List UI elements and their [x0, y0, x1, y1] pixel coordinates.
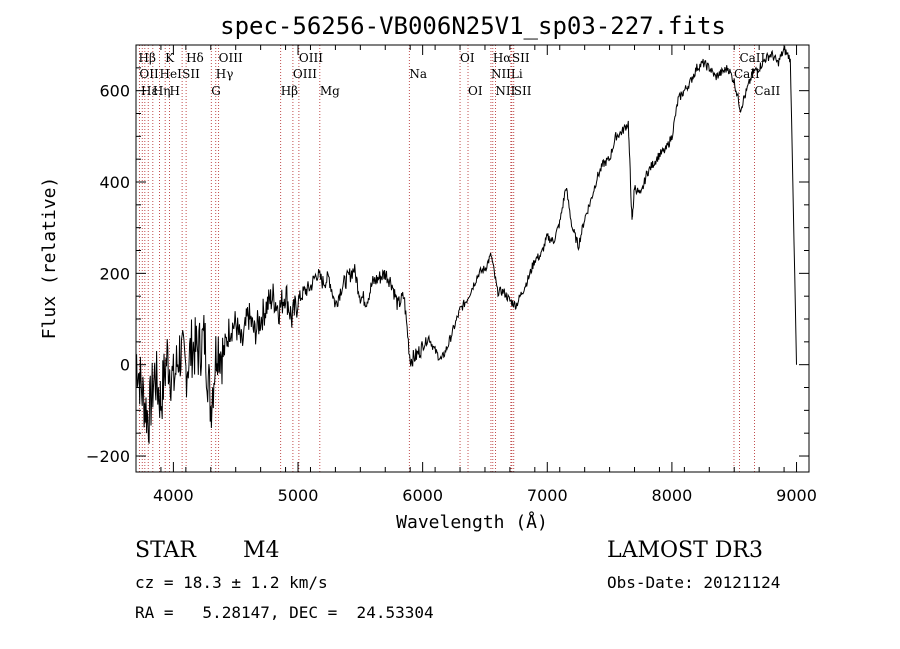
flux-series-line — [135, 45, 797, 444]
line-label-8: H — [170, 84, 180, 98]
x-tick-label-5: 9000 — [776, 486, 817, 505]
line-label-18: OI — [468, 84, 483, 98]
x-axis-label: Wavelength (Å) — [396, 511, 548, 533]
object-class: STAR — [135, 538, 196, 563]
y-tick-label-1: 0 — [120, 356, 130, 375]
line-label-4: HeI — [160, 67, 183, 81]
y-tick-label-3: 400 — [99, 173, 130, 192]
line-label-10: Hγ — [216, 67, 234, 81]
line-label-21: NII — [491, 67, 511, 81]
x-tick-label-1: 5000 — [278, 486, 319, 505]
x-tick-label-4: 8000 — [652, 486, 693, 505]
line-label-6: Hδ — [186, 51, 204, 65]
object-subclass: M4 — [243, 538, 280, 563]
line-label-3: K — [165, 51, 175, 65]
obs-date-text: Obs-Date: 20121124 — [607, 573, 781, 592]
line-label-14: Hβ — [281, 84, 298, 98]
line-label-5: Hη — [153, 84, 171, 98]
coordinates-text: RA = 5.28147, DEC = 24.53304 — [135, 603, 434, 622]
line-label-25: CaII — [739, 51, 765, 65]
line-label-20: SII — [512, 51, 530, 65]
y-axis-label: Flux (relative) — [39, 177, 60, 340]
line-label-19: Hα — [493, 51, 512, 65]
plot-frame — [135, 44, 810, 473]
line-label-16: Na — [409, 67, 427, 81]
line-label-26: CaII — [734, 67, 760, 81]
y-tick-label-0: −200 — [86, 447, 130, 466]
line-label-22: Li — [511, 67, 523, 81]
y-tick-label-4: 600 — [99, 82, 130, 101]
line-label-13: OIII — [293, 67, 317, 81]
line-label-12: OIII — [299, 51, 323, 65]
redshift-text: cz = 18.3 ± 1.2 km/s — [135, 573, 328, 592]
line-label-15: Mg — [320, 84, 340, 98]
line-label-7: SII — [182, 67, 200, 81]
y-tick-label-2: 200 — [99, 264, 130, 283]
line-label-9: OIII — [219, 51, 243, 65]
line-label-1: OII — [139, 67, 159, 81]
chart-title: spec-56256-VB006N25V1_sp03-227.fits — [220, 12, 726, 40]
line-label-11: G — [211, 84, 221, 98]
line-label-2: Hε — [141, 84, 158, 98]
y-axis-ticks: −200 0 200 400 600 — [86, 44, 809, 466]
survey-name: LAMOST DR3 — [607, 538, 763, 563]
line-label-23: NII — [495, 84, 515, 98]
x-tick-label-3: 7000 — [527, 486, 568, 505]
line-label-24: SII — [514, 84, 532, 98]
spectral-line-markers — [138, 45, 755, 472]
x-axis-ticks: 4000 5000 6000 7000 8000 9000 — [135, 45, 817, 505]
line-label-27: CaII — [754, 84, 780, 98]
x-tick-label-0: 4000 — [153, 486, 194, 505]
x-tick-label-2: 6000 — [402, 486, 443, 505]
line-label-0: Hβ — [138, 51, 155, 65]
line-label-17: OI — [460, 51, 475, 65]
